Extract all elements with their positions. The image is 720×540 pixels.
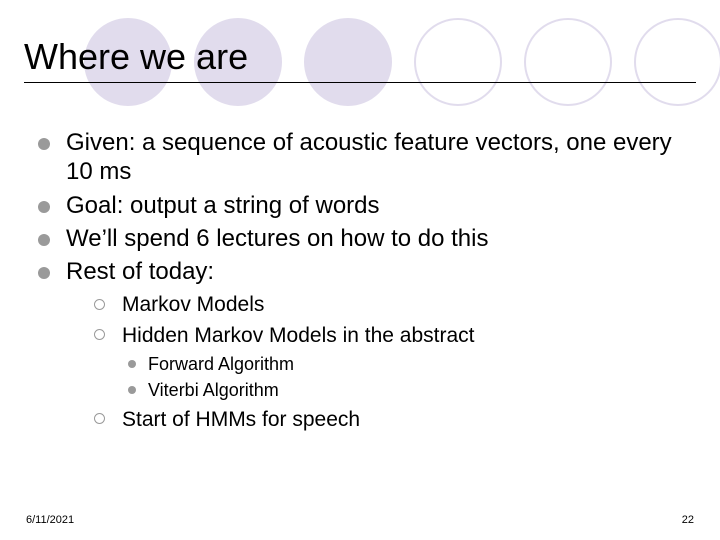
list-item-text: Rest of today: <box>66 258 214 285</box>
list-item-text: We’ll spend 6 lectures on how to do this <box>66 225 488 252</box>
bullet-icon <box>38 267 50 279</box>
list-item: Forward Algorithm <box>122 353 694 376</box>
bullet-list-level1: Given: a sequence of acoustic feature ve… <box>34 128 694 433</box>
list-item: Markov Models <box>66 292 694 318</box>
list-item-text: Markov Models <box>122 293 264 316</box>
list-item-text: Forward Algorithm <box>148 354 294 374</box>
hollow-bullet-icon <box>94 299 105 310</box>
list-item: Viterbi Algorithm <box>122 379 694 402</box>
list-item: Start of HMMs for speech <box>66 407 694 433</box>
decor-circle-4 <box>414 18 502 106</box>
list-item: Goal: output a string of words <box>34 191 694 220</box>
slide-title: Where we are <box>24 36 248 78</box>
decor-circle-6 <box>634 18 720 106</box>
footer-date: 6/11/2021 <box>26 514 74 526</box>
list-item: Rest of today: Markov Models Hidden Mark… <box>34 257 694 433</box>
list-item-text: Goal: output a string of words <box>66 192 380 219</box>
bullet-icon <box>38 201 50 213</box>
bullet-list-level3: Forward Algorithm Viterbi Algorithm <box>122 353 694 403</box>
list-item: Given: a sequence of acoustic feature ve… <box>34 128 694 187</box>
title-underline <box>24 82 696 83</box>
list-item-text: Viterbi Algorithm <box>148 380 279 400</box>
list-item-text: Given: a sequence of acoustic feature ve… <box>66 129 672 185</box>
hollow-bullet-icon <box>94 329 105 340</box>
bullet-icon <box>38 138 50 150</box>
bullet-icon <box>128 386 136 394</box>
list-item: Hidden Markov Models in the abstract For… <box>66 323 694 403</box>
bullet-list-level2: Markov Models Hidden Markov Models in th… <box>66 292 694 433</box>
hollow-bullet-icon <box>94 413 105 424</box>
bullet-icon <box>128 360 136 368</box>
list-item-text: Start of HMMs for speech <box>122 408 360 431</box>
list-item: We’ll spend 6 lectures on how to do this <box>34 224 694 253</box>
list-item-text: Hidden Markov Models in the abstract <box>122 324 475 347</box>
bullet-icon <box>38 234 50 246</box>
footer-page-number: 22 <box>682 514 694 526</box>
decor-circle-3 <box>304 18 392 106</box>
slide-body: Given: a sequence of acoustic feature ve… <box>34 128 694 437</box>
decor-circle-5 <box>524 18 612 106</box>
